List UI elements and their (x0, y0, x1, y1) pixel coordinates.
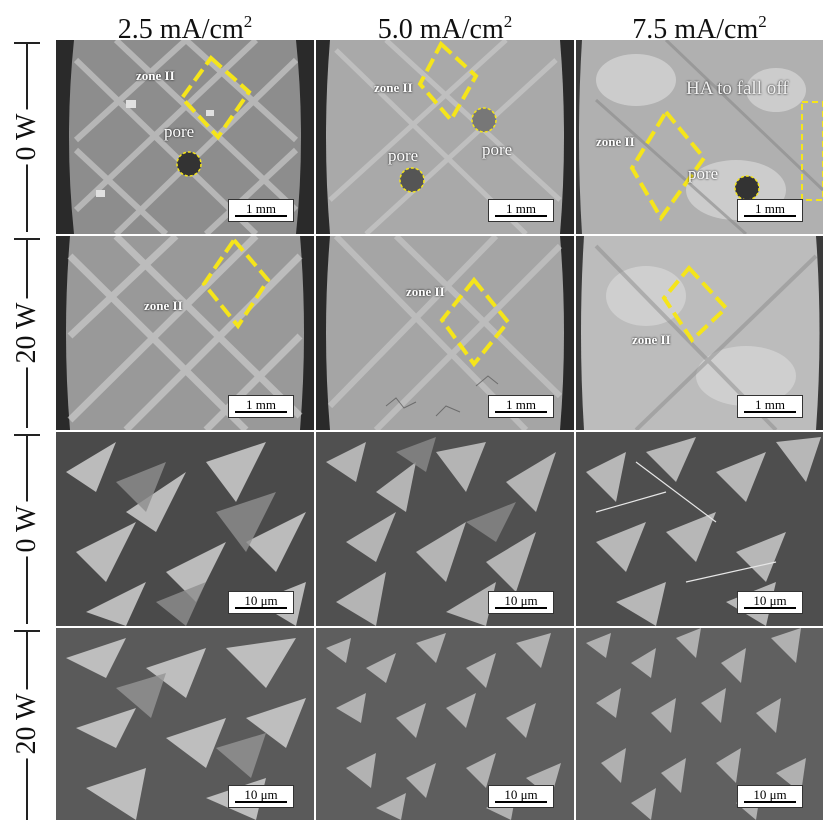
column-header-7-5: 7.5 mA/cm2 (632, 12, 767, 45)
zone-label: zone II (374, 80, 413, 95)
fall-off-label: HA to fall off (686, 78, 789, 99)
scale-bar: 10 μm (737, 785, 803, 808)
braid-image (56, 236, 314, 430)
scale-bar: 1 mm (488, 395, 554, 418)
sem-panel-r1c3: HA to fall off zone II pore 1 mm (576, 40, 823, 234)
braid-image (56, 40, 314, 234)
scale-bar: 1 mm (228, 199, 294, 222)
zone-label: zone II (632, 332, 671, 347)
scale-bar: 1 mm (488, 199, 554, 222)
sem-panel-r2c1: zone II 1 mm (56, 236, 314, 430)
sem-panel-r3c3: 10 μm (576, 432, 823, 626)
scale-bar: 10 μm (228, 591, 294, 614)
scale-bar: 1 mm (228, 395, 294, 418)
column-header-2-5: 2.5 mA/cm2 (117, 12, 253, 45)
row-label-4: 20 W (0, 628, 52, 820)
zone-label: zone II (596, 134, 635, 149)
scale-bar: 1 mm (737, 395, 803, 418)
pore-label: pore (482, 140, 513, 159)
scale-bar: 10 μm (737, 591, 803, 614)
row-label-2: 20 W (0, 236, 52, 430)
zone-label: zone II (144, 298, 183, 313)
zone-label: zone II (406, 284, 445, 299)
scale-bar: 10 μm (488, 785, 554, 808)
sem-panel-r2c3: zone II 1 mm (576, 236, 823, 430)
row-label-3: 0 W (0, 432, 52, 626)
crystal-image (56, 628, 314, 820)
scale-bar: 10 μm (488, 591, 554, 614)
pore-label: pore (688, 164, 719, 183)
column-header-5-0: 5.0 mA/cm2 (377, 12, 513, 45)
scale-bar: 10 μm (228, 785, 294, 808)
sem-panel-r4c3: 10 μm (576, 628, 823, 820)
pore-label: pore (388, 146, 419, 165)
sem-panel-r3c1: 10 μm (56, 432, 314, 626)
zone-label: zone II (136, 68, 175, 83)
sem-panel-r1c2: zone II pore pore 1 mm (316, 40, 574, 234)
sem-panel-r1c1: zone II pore 1 mm (56, 40, 314, 234)
pore-label: pore (164, 122, 195, 141)
sem-panel-r4c1: 10 μm (56, 628, 314, 820)
scale-bar: 1 mm (737, 199, 803, 222)
sem-panel-r3c2: 10 μm (316, 432, 574, 626)
crystal-image (316, 628, 574, 820)
row-label-1: 0 W (0, 40, 52, 234)
sem-panel-r4c2: 10 μm (316, 628, 574, 820)
sem-panel-r2c2: zone II 1 mm (316, 236, 574, 430)
